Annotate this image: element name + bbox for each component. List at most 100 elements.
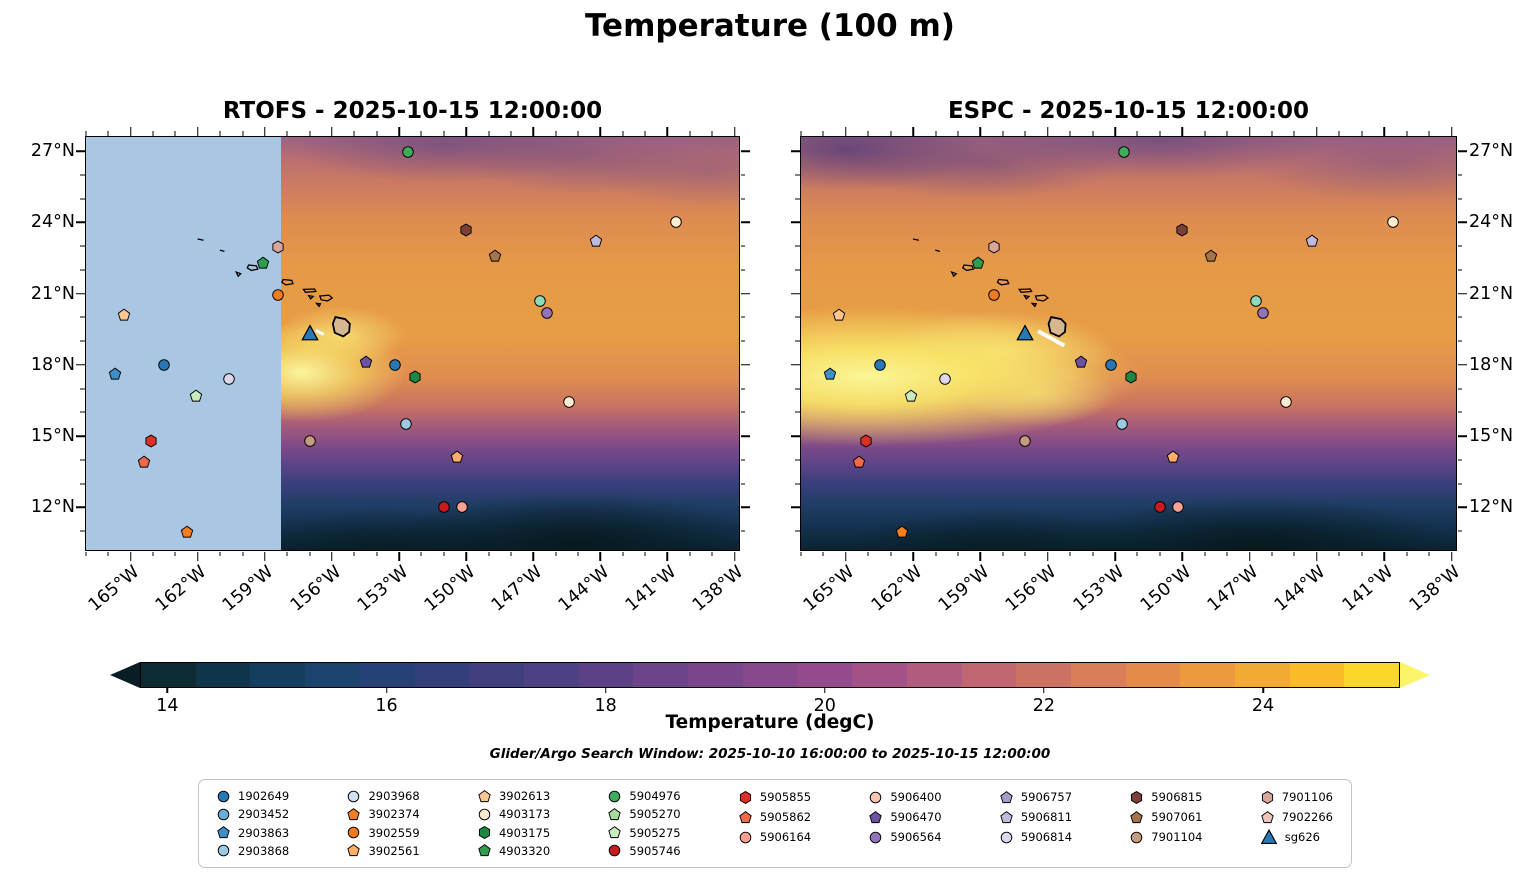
tick-mark — [795, 340, 800, 342]
x-axis-labels: 165°W 162°W 159°W 156°W 153°W 150°W 147°W 144°W… — [800, 550, 1464, 630]
legend-item-7901104: 7901104 — [1130, 827, 1203, 847]
y-tick-label: 27°N — [1469, 141, 1514, 162]
tick-mark — [107, 131, 109, 136]
legend-label: 5907061 — [1151, 810, 1203, 824]
colorbar-segment — [688, 663, 743, 687]
y-tick-label: 21°N — [1469, 283, 1514, 304]
island-kahoolawe — [317, 303, 321, 306]
float-marker-pentagon — [904, 389, 918, 402]
tick-mark — [174, 131, 176, 136]
legend-item-2903868: 2903868 — [217, 842, 289, 860]
tick-mark — [795, 269, 800, 271]
tick-mark — [510, 131, 512, 136]
legend-label: 2903868 — [238, 843, 290, 858]
legend-item-5905270: 5905270 — [608, 805, 681, 823]
colorbar-segment — [1344, 663, 1400, 687]
legend-item-5906164: 5906164 — [739, 827, 811, 847]
legend-item-2903968: 2903968 — [347, 787, 420, 805]
colorbar-segment — [1070, 663, 1126, 687]
panel-title-rtofs: RTOFS - 2025-10-15 12:00:00 — [222, 98, 603, 124]
legend-item-5906757: 5906757 — [1000, 787, 1072, 807]
y-tick-label: 12°N — [1469, 497, 1514, 518]
nw-islet — [935, 250, 940, 251]
legend-item-3902374: 3902374 — [347, 805, 420, 823]
float-marker-hexagon — [860, 434, 873, 448]
float-marker-hexagon — [408, 370, 421, 384]
x-tick-label: 144°W — [1271, 562, 1330, 616]
y-tick-label: 15°N — [1469, 426, 1514, 447]
tick-mark — [1204, 131, 1206, 136]
tick-mark — [795, 411, 800, 413]
y-tick-label: 18°N — [30, 354, 75, 375]
island-niihau — [952, 272, 957, 276]
tick-mark — [740, 435, 750, 437]
legend-box: 1902649 2903452 2903863 2903868 2903968 39023… — [198, 779, 1352, 868]
tick-mark — [740, 221, 750, 224]
float-marker-hexagon — [460, 223, 473, 237]
float-marker-circle — [873, 358, 886, 371]
x-tick-label: 150°W — [420, 562, 480, 616]
y-tick-label: 24°N — [1469, 212, 1514, 233]
tick-mark — [1457, 435, 1467, 437]
tick-mark — [1457, 459, 1462, 461]
tick-mark — [1457, 340, 1462, 342]
legend-item-5907061: 5907061 — [1130, 807, 1203, 827]
tick-mark — [740, 316, 745, 318]
legend-label: 5906811 — [1020, 810, 1073, 824]
tick-mark — [1136, 131, 1138, 136]
float-marker-pentagon — [971, 256, 985, 269]
y-axis-labels: 27°N 24°N 21°N 18°N 15°N 12°N — [801, 137, 1513, 550]
float-marker-pentagon — [451, 450, 464, 464]
island-lanai — [309, 296, 314, 299]
float-marker-pentagon — [489, 249, 502, 262]
panel-espc: ESPC - 2025-10-15 12:00:00 — [790, 98, 1513, 616]
colorbar-segment — [1016, 663, 1071, 687]
tick-mark — [80, 411, 85, 413]
tick-mark — [1457, 198, 1462, 200]
float-marker-circle — [938, 373, 951, 386]
hawaii-islands — [86, 137, 739, 550]
island-oahu — [998, 279, 1009, 284]
float-marker-pentagon — [180, 525, 193, 539]
legend-label: 4903173 — [498, 807, 551, 822]
float-marker-circle — [402, 146, 415, 159]
tick-mark — [1293, 131, 1295, 136]
legend-item-5906470: 5906470 — [869, 807, 942, 827]
legend-item-4903175: 4903175 — [478, 824, 550, 842]
tick-mark — [376, 131, 378, 136]
tick-mark — [867, 131, 869, 136]
legend-item-2903452: 2903452 — [217, 805, 289, 823]
tick-mark — [80, 530, 85, 532]
legend-item-4903320: 4903320 — [478, 842, 550, 860]
legend-label: 5905746 — [629, 843, 681, 858]
tick-mark — [795, 174, 800, 176]
colorbar-segment — [1180, 663, 1236, 687]
tick-mark — [790, 221, 800, 224]
legend-label: 7901106 — [1281, 790, 1333, 804]
tick-mark — [1457, 316, 1462, 318]
legend-label: 2903452 — [238, 807, 290, 822]
tick-mark — [80, 388, 85, 390]
legend-item-5904976: 5904976 — [608, 787, 681, 805]
legend-label: 5905855 — [759, 790, 812, 804]
colorbar-segment — [195, 663, 251, 687]
x-tick-label: 156°W — [286, 562, 345, 616]
tick-mark — [822, 131, 824, 136]
legend-label: 5906470 — [890, 810, 942, 824]
colorbar-segment — [414, 663, 470, 687]
tick-mark — [790, 292, 800, 295]
float-marker-pentagon — [189, 389, 202, 402]
x-tick-label: 159°W — [934, 562, 994, 616]
tick-mark — [740, 506, 750, 509]
legend-item-5905855: 5905855 — [739, 787, 811, 807]
legend-item-3902561: 3902561 — [347, 842, 420, 860]
float-marker-pentagon — [853, 455, 866, 469]
panel-rtofs: RTOFS - 2025-10-15 12:00:00 — [31, 98, 750, 616]
colorbar-segment — [469, 663, 524, 687]
sg626-float-marker-triangle — [1016, 324, 1035, 341]
legend-item-5905275: 5905275 — [608, 824, 681, 842]
tick-mark — [1226, 131, 1228, 136]
colorbar-segment — [797, 663, 853, 687]
float-marker-pentagon — [359, 356, 372, 369]
